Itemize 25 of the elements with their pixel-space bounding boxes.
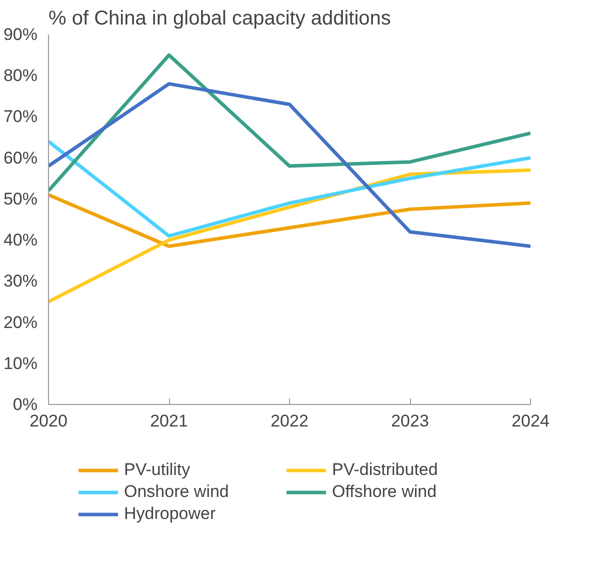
line-series [48,82,530,248]
x-tick-label: 2022 [270,412,308,430]
y-tick-label: 50% [3,189,38,208]
y-tick-label: 40% [3,230,38,250]
legend-label: Offshore wind [332,482,438,502]
y-tick-label: 70% [3,107,38,126]
y-tick-label: 0% [12,395,38,414]
x-tick-label: 2024 [512,412,550,430]
line-series [48,193,530,248]
y-tick-label: 10% [3,354,38,373]
y-tick-label: 30% [3,272,38,291]
x-tick-label: 2023 [391,412,429,430]
legend-label: PV-distributed [332,460,439,480]
legend-label: Hydropower [124,504,217,524]
y-tick-label: 90% [3,25,38,44]
y-tick-label: 80% [3,66,38,86]
legend-label: PV-utility [124,460,192,480]
y-tick-label: 60% [3,148,38,168]
x-tick-label: 2021 [150,412,188,430]
x-tick-label: 2020 [30,412,68,430]
line-series [48,53,530,192]
legend-label: Onshore wind [124,482,230,502]
y-tick-label: 20% [3,312,38,332]
line-series [48,140,530,238]
chart-title: % of China in global capacity additions [48,8,391,30]
